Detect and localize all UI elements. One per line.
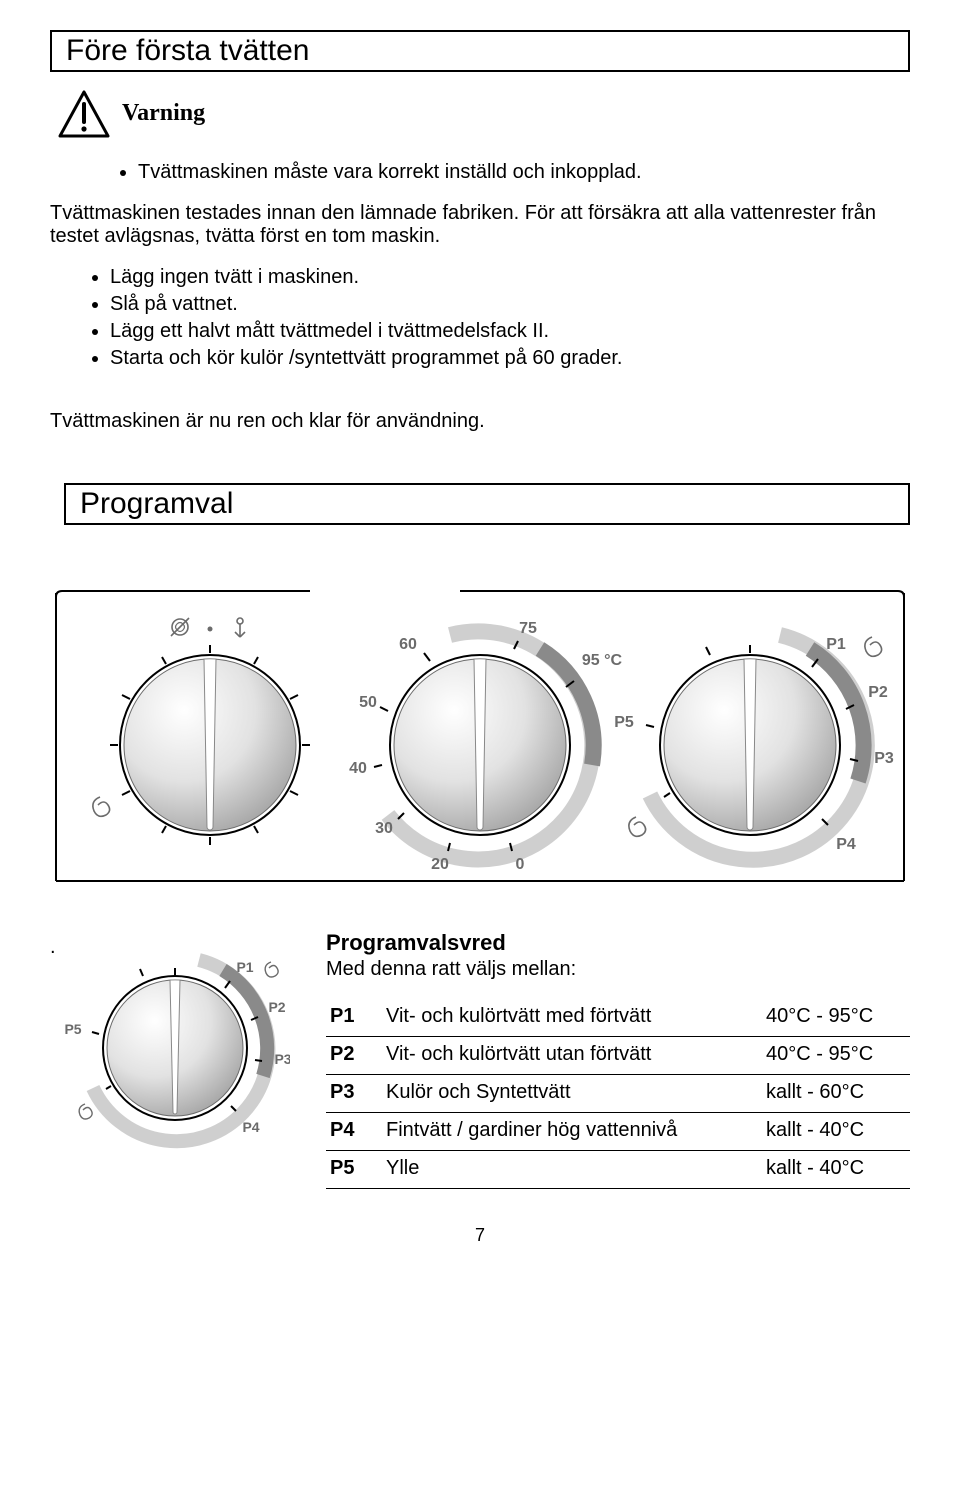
- program-code: P1: [326, 999, 382, 1037]
- svg-text:P1: P1: [236, 959, 253, 975]
- program-dial-mini: P1 P2 P3 P4 P5: [60, 930, 290, 1165]
- program-range: 40°C - 95°C: [762, 999, 910, 1037]
- svg-text:30: 30: [375, 820, 393, 837]
- svg-text:0: 0: [516, 856, 525, 873]
- program-name: Vit- och kulörtvätt utan förtvätt: [382, 1037, 762, 1075]
- svg-text:95 °C: 95 °C: [582, 652, 623, 669]
- program-dial: P1 P2 P3 P4 P5: [614, 635, 894, 860]
- table-row: P3 Kulör och Syntettvätt kallt - 60°C: [326, 1075, 910, 1113]
- section-title: Före första tvätten: [66, 34, 894, 68]
- step-item: Slå på vattnet.: [110, 293, 910, 316]
- program-code: P4: [326, 1113, 382, 1151]
- warning-icon: [58, 90, 110, 143]
- svg-text:20: 20: [431, 856, 449, 873]
- rinse-hold-icon: [235, 618, 245, 637]
- svg-text:P2: P2: [268, 999, 285, 1015]
- program-selector-section: . P1 P2 P3 P4 P5: [50, 930, 910, 1189]
- warning-bullet-list: Tvättmaskinen måste vara korrekt inställ…: [98, 161, 910, 184]
- svg-text:40: 40: [349, 760, 367, 777]
- warning-block: Varning: [58, 90, 910, 143]
- svg-text:75: 75: [519, 620, 537, 637]
- steps-list: Lägg ingen tvätt i maskinen. Slå på vatt…: [70, 266, 910, 370]
- program-name: Kulör och Syntettvätt: [382, 1075, 762, 1113]
- table-row: P2 Vit- och kulörtvätt utan förtvätt 40°…: [326, 1037, 910, 1075]
- table-caption: Med denna ratt väljs mellan:: [326, 958, 910, 981]
- svg-text:P3: P3: [874, 750, 894, 767]
- svg-text:P4: P4: [836, 836, 856, 853]
- page-number: 7: [50, 1225, 910, 1246]
- svg-text:P5: P5: [614, 714, 634, 731]
- program-range: kallt - 40°C: [762, 1151, 910, 1189]
- table-heading: Programvalsvred: [326, 930, 910, 956]
- section-header-box: Programval: [64, 483, 910, 525]
- program-code: P3: [326, 1075, 382, 1113]
- section-header-box: Före första tvätten: [50, 30, 910, 72]
- spin-dial: [93, 618, 310, 845]
- spiral-icon: [265, 962, 278, 977]
- warning-bullet: Tvättmaskinen måste vara korrekt inställ…: [138, 161, 910, 184]
- program-range: kallt - 40°C: [762, 1113, 910, 1151]
- spiral-icon: [865, 637, 882, 656]
- svg-text:P2: P2: [868, 684, 888, 701]
- step-item: Lägg ett halvt mått tvättmedel i tvättme…: [110, 320, 910, 343]
- svg-text:P3: P3: [274, 1051, 290, 1067]
- svg-text:P5: P5: [64, 1021, 81, 1037]
- program-code: P5: [326, 1151, 382, 1189]
- program-table: P1 Vit- och kulörtvätt med förtvätt 40°C…: [326, 999, 910, 1189]
- control-panel: 95 °C 75 60 50 40 30 20 0: [50, 585, 910, 890]
- table-row: P4 Fintvätt / gardiner hög vattennivå ka…: [326, 1113, 910, 1151]
- program-name: Fintvätt / gardiner hög vattennivå: [382, 1113, 762, 1151]
- table-row: P1 Vit- och kulörtvätt med förtvätt 40°C…: [326, 999, 910, 1037]
- program-name: Ylle: [382, 1151, 762, 1189]
- svg-text:P4: P4: [242, 1119, 259, 1135]
- program-name: Vit- och kulörtvätt med förtvätt: [382, 999, 762, 1037]
- spiral-icon: [79, 1104, 92, 1119]
- temp-dial: 95 °C 75 60 50 40 30 20 0: [349, 620, 622, 873]
- svg-text:P1: P1: [826, 636, 846, 653]
- spiral-icon: [93, 797, 110, 816]
- spiral-icon: [629, 817, 646, 836]
- section-title: Programval: [80, 487, 894, 521]
- step-item: Lägg ingen tvätt i maskinen.: [110, 266, 910, 289]
- warning-label: Varning: [122, 90, 205, 127]
- table-row: P5 Ylle kallt - 40°C: [326, 1151, 910, 1189]
- svg-text:60: 60: [399, 636, 417, 653]
- ready-paragraph: Tvättmaskinen är nu ren och klar för anv…: [50, 410, 910, 433]
- no-spin-icon: [171, 618, 189, 636]
- intro-paragraph: Tvättmaskinen testades innan den lämnade…: [50, 202, 910, 248]
- program-range: kallt - 60°C: [762, 1075, 910, 1113]
- program-range: 40°C - 95°C: [762, 1037, 910, 1075]
- dot: .: [50, 930, 60, 959]
- program-code: P2: [326, 1037, 382, 1075]
- svg-text:50: 50: [359, 694, 377, 711]
- step-item: Starta och kör kulör /syntettvätt progra…: [110, 347, 910, 370]
